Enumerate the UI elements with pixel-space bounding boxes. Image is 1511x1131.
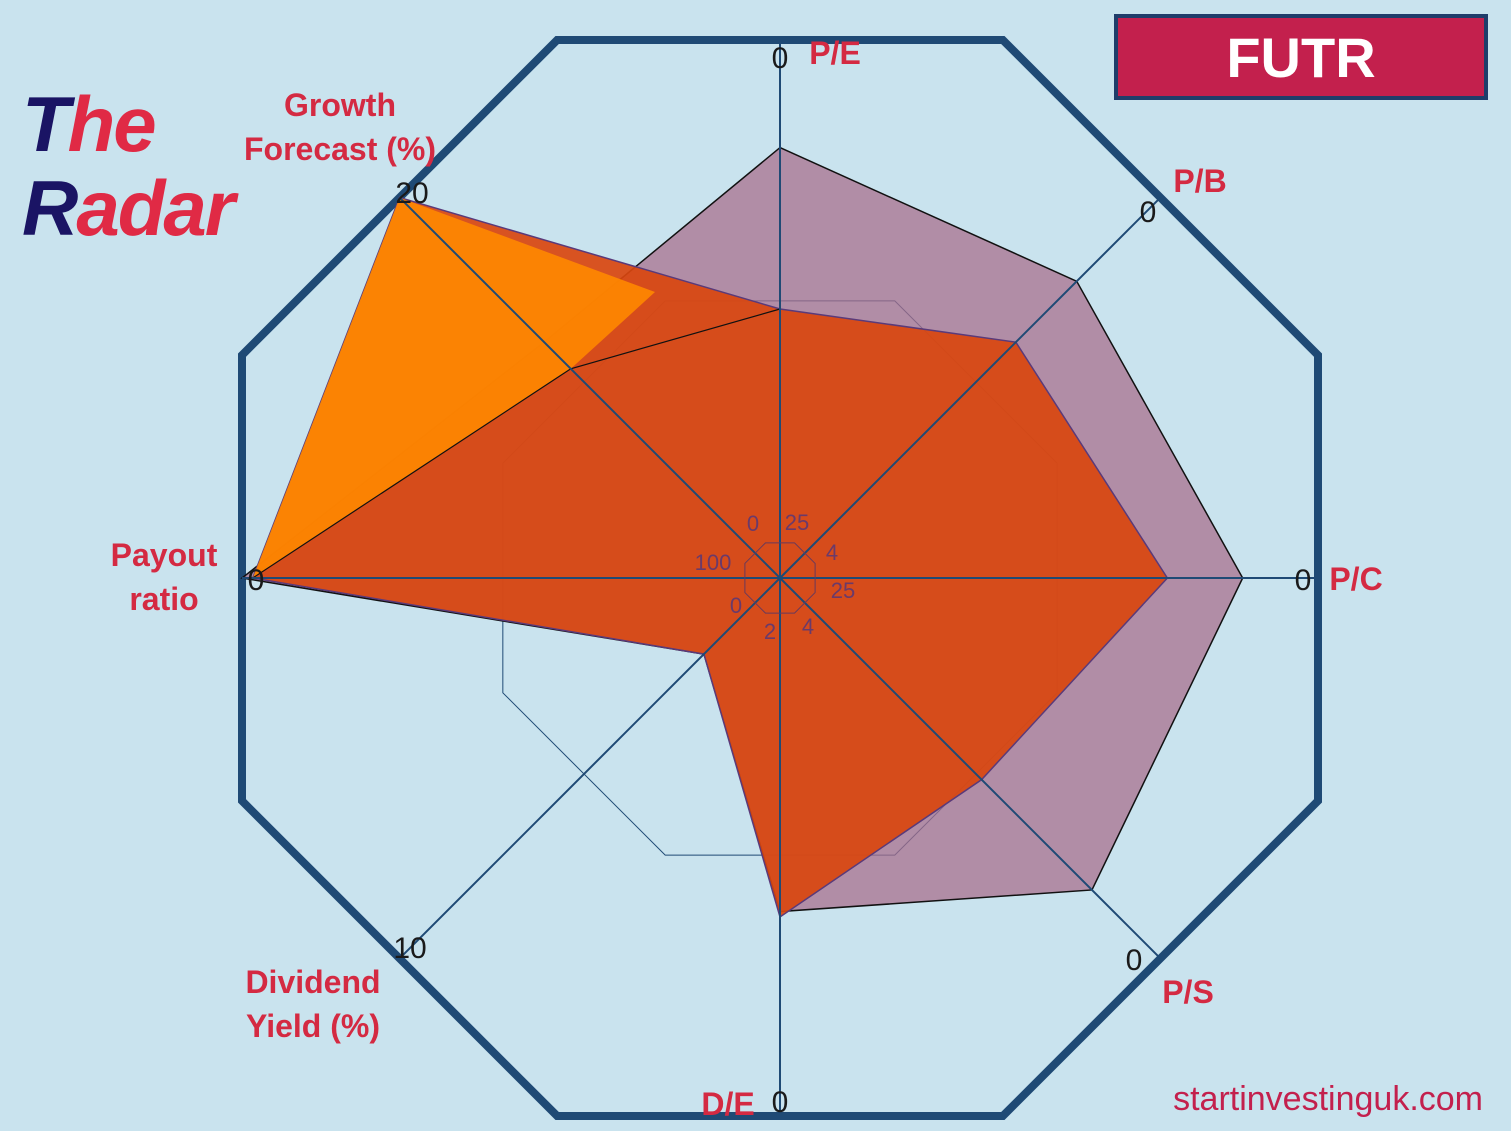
outer-frame-octagon (238, 36, 1322, 1120)
outer-tick-label: 0 (1126, 944, 1143, 977)
inner-tick-label: 25 (785, 510, 809, 535)
outer-tick-label: 0 (1295, 564, 1312, 597)
inner-tick-label: 25 (831, 578, 855, 603)
inner-tick-label: 2 (764, 619, 776, 644)
axis-spoke (779, 577, 1162, 960)
axis-label: Payout (111, 537, 218, 573)
axis-spoke (398, 577, 781, 960)
growth-forecast-area (252, 197, 655, 579)
ticker-badge: FUTR (1114, 14, 1488, 100)
inner-tick-label: 100 (695, 550, 732, 575)
outer-tick-label: 0 (1140, 196, 1157, 229)
inner-tick-label: 4 (802, 614, 814, 639)
axis-label: D/E (701, 1086, 754, 1122)
axis-label: P/B (1173, 163, 1226, 199)
site-url: startinvestinguk.com (1173, 1080, 1483, 1118)
axis-label: P/E (809, 35, 861, 71)
axis-label: P/C (1329, 561, 1382, 597)
inner-tick-label: 0 (747, 511, 759, 536)
axis-spoke (779, 196, 1162, 579)
outer-tick-label: 0 (772, 1086, 789, 1119)
axis-label: Yield (%) (246, 1008, 380, 1044)
inner-octagon (744, 542, 816, 614)
inner-tick-label: 0 (730, 593, 742, 618)
outer-tick-label: 0 (248, 564, 265, 597)
axis-label: P/S (1162, 974, 1214, 1010)
outer-tick-label: 10 (393, 932, 426, 965)
axis-label: Dividend (245, 964, 380, 1000)
outer-tick-label: 0 (772, 42, 789, 75)
inner-tick-label: 4 (826, 540, 838, 565)
logo-letter: T (22, 80, 70, 168)
axis-label: Forecast (%) (244, 131, 436, 167)
outer-tick-label: 20 (395, 177, 428, 210)
axis-label: ratio (129, 581, 198, 617)
logo-text: he (67, 80, 157, 168)
axis-spoke (398, 196, 781, 579)
the-radar-logo: The Radar (22, 80, 235, 252)
logo-letter: R (22, 164, 78, 252)
axis-label: Growth (284, 87, 396, 123)
logo-text: adar (76, 164, 235, 252)
